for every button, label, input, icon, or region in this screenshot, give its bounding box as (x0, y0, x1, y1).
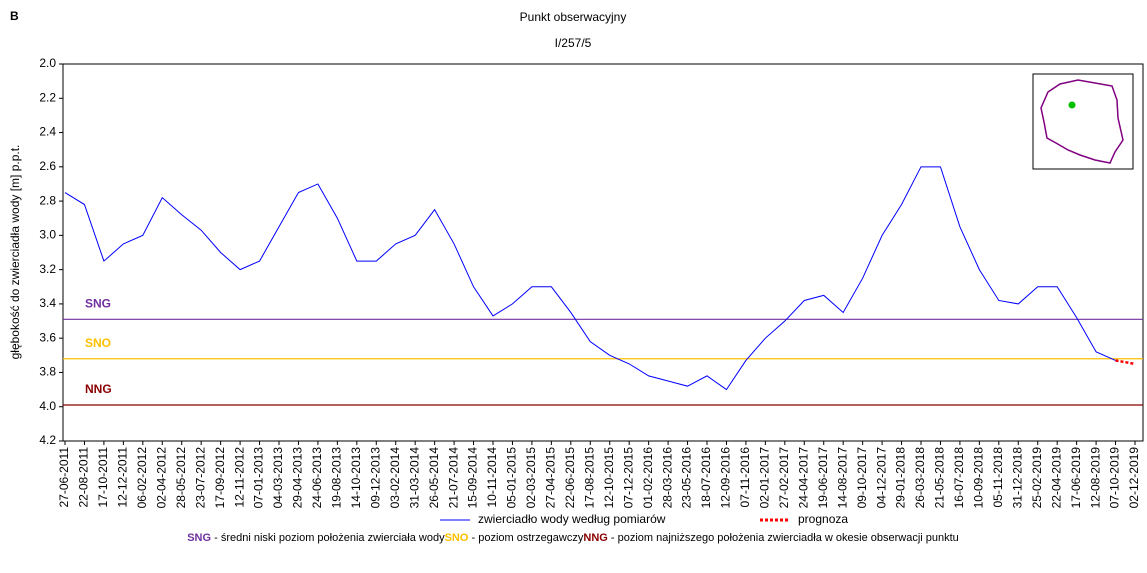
x-tick-label: 24-06-2013 (310, 447, 324, 509)
x-tick-label: 09-12-2013 (368, 447, 382, 509)
x-tick-label: 23-07-2012 (193, 447, 207, 509)
x-tick-label: 06-02-2012 (135, 447, 149, 509)
x-tick-label: 17-09-2012 (213, 447, 227, 509)
x-tick-label: 15-09-2014 (466, 447, 480, 509)
footnote: SNG - średni niski poziom położenia zwie… (187, 532, 959, 544)
x-tick-label: 27-06-2011 (57, 447, 71, 508)
reference-label: SNG (85, 297, 111, 311)
x-tick-label: 02-12-2019 (1127, 447, 1141, 509)
x-tick-label: 29-04-2013 (291, 447, 305, 509)
x-tick-label: 22-08-2011 (77, 447, 91, 508)
x-tick-label: 21-05-2018 (933, 447, 947, 509)
reference-label: SNO (85, 336, 111, 350)
x-tick-label: 07-11-2016 (738, 447, 752, 508)
y-tick-label: 2.2 (39, 90, 56, 104)
x-tick-label: 26-03-2018 (913, 447, 927, 509)
note-abbr: SNG (187, 532, 211, 544)
x-tick-label: 14-08-2017 (835, 447, 849, 509)
y-tick-label: 3.4 (39, 296, 56, 310)
legend-label: prognoza (798, 512, 848, 526)
x-tick-label: 07-12-2015 (621, 447, 635, 509)
x-tick-label: 10-09-2018 (972, 447, 986, 509)
legend-label: zwierciadło wody według pomiarów (478, 512, 666, 526)
y-axis-label: głębokość do zwierciadła wody [m] p.p.t. (8, 145, 22, 360)
y-tick-label: 2.0 (39, 56, 56, 70)
chart-subtitle: I/257/5 (555, 36, 592, 50)
x-tick-label: 24-04-2017 (796, 447, 810, 509)
x-tick-label: 12-11-2012 (232, 447, 246, 508)
plot-frame (62, 63, 1144, 442)
x-tick-label: 12-09-2016 (719, 447, 733, 509)
chart-title: Punkt obserwacyjny (520, 10, 627, 24)
x-tick-label: 22-04-2019 (1049, 447, 1063, 509)
x-tick-label: 07-10-2019 (1108, 447, 1122, 509)
panel-letter: B (10, 9, 19, 23)
y-tick-label: 2.8 (39, 193, 56, 207)
x-tick-label: 22-06-2015 (563, 447, 577, 509)
x-tick-label: 23-05-2016 (680, 447, 694, 509)
x-tick-label: 02-01-2017 (758, 447, 772, 509)
x-tick-label: 16-07-2018 (952, 447, 966, 509)
y-tick-label: 3.0 (39, 228, 56, 242)
x-tick-label: 12-12-2011 (116, 447, 130, 508)
x-tick-label: 10-11-2014 (485, 447, 499, 508)
note-abbr: SNO (445, 532, 469, 544)
x-tick-label: 04-03-2013 (271, 447, 285, 509)
y-tick-label: 4.0 (39, 399, 56, 413)
x-tick-label: 02-04-2012 (154, 447, 168, 509)
x-tick-label: 12-10-2015 (602, 447, 616, 509)
x-tick-label: 27-02-2017 (777, 447, 791, 509)
x-tick-label: 27-04-2015 (544, 447, 558, 509)
x-tick-label: 19-08-2013 (330, 447, 344, 509)
series-line (1115, 359, 1136, 366)
note-text: - średni niski poziom położenia zwiercia… (211, 532, 445, 544)
note-text: - poziom najniższego położenia zwierciad… (608, 532, 959, 544)
series-line (64, 166, 1116, 391)
y-tick-label: 4.2 (39, 433, 56, 447)
x-tick-label: 02-03-2015 (524, 447, 538, 509)
x-tick-label: 21-07-2014 (446, 447, 460, 509)
x-tick-label: 14-10-2013 (349, 447, 363, 509)
map-inset (1032, 73, 1134, 170)
reference-label: NNG (85, 382, 112, 396)
y-tick-label: 3.2 (39, 262, 56, 276)
x-tick-label: 25-02-2019 (1030, 447, 1044, 509)
x-tick-label: 28-03-2016 (660, 447, 674, 509)
x-tick-label: 04-12-2017 (874, 447, 888, 509)
x-tick-label: 26-05-2014 (427, 447, 441, 509)
x-tick-label: 28-05-2012 (174, 447, 188, 509)
x-tick-label: 05-11-2018 (991, 447, 1005, 508)
x-tick-label: 17-08-2015 (582, 447, 596, 509)
x-tick-label: 07-01-2013 (252, 447, 266, 509)
x-tick-label: 31-12-2018 (1010, 447, 1024, 509)
x-tick-label: 17-06-2019 (1069, 447, 1083, 509)
x-tick-label: 03-02-2014 (388, 447, 402, 509)
x-tick-label: 12-08-2019 (1088, 447, 1102, 509)
y-tick-label: 2.4 (39, 125, 56, 139)
x-tick-label: 19-06-2017 (816, 447, 830, 509)
y-tick-label: 3.6 (39, 330, 56, 344)
x-tick-label: 18-07-2016 (699, 447, 713, 509)
x-tick-label: 09-10-2017 (855, 447, 869, 509)
x-tick-label: 31-03-2014 (407, 447, 421, 509)
x-tick-label: 17-10-2011 (96, 447, 110, 508)
y-tick-label: 2.6 (39, 159, 56, 173)
y-tick-label: 3.8 (39, 365, 56, 379)
x-tick-label: 29-01-2018 (894, 447, 908, 509)
note-abbr: NNG (583, 532, 607, 544)
note-text: - poziom ostrzegawczy (468, 532, 583, 544)
x-tick-label: 05-01-2015 (505, 447, 519, 509)
x-tick-label: 01-02-2016 (641, 447, 655, 509)
